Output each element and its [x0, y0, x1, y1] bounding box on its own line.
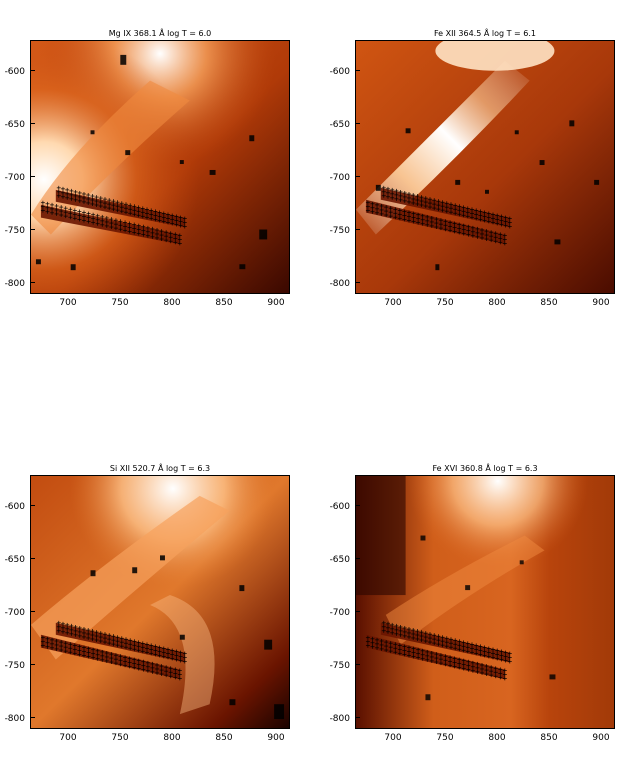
- y-tick-label: -600: [4, 67, 25, 77]
- x-tick-label: 700: [384, 733, 402, 743]
- map-svg: [31, 476, 289, 728]
- x-tick-label: 900: [267, 298, 285, 308]
- y-tick-label: -750: [329, 661, 350, 671]
- y-tick-label: -700: [329, 173, 350, 183]
- y-tick-label: -800: [4, 279, 25, 289]
- x-tick-label: 850: [215, 733, 233, 743]
- panel-title: Fe XVI 360.8 Å log T = 6.3: [432, 464, 538, 473]
- x-tick-label: 750: [436, 298, 454, 308]
- y-tick-label: -800: [329, 279, 350, 289]
- y-tick-label: -750: [4, 661, 25, 671]
- x-tick-label: 900: [267, 733, 285, 743]
- panel-si-xii: Si XII 520.7 Å log T = 6.3: [0, 464, 300, 765]
- x-tick-label: 800: [488, 298, 506, 308]
- y-tick-label: -800: [329, 714, 350, 724]
- panel-title: Si XII 520.7 Å log T = 6.3: [109, 464, 211, 473]
- x-tick-label: 900: [592, 298, 610, 308]
- y-tick-label: -700: [4, 173, 25, 183]
- y-tick-label: -700: [4, 608, 25, 618]
- panel-title: Mg IX 368.1 Å log T = 6.0: [108, 29, 212, 38]
- x-tick-label: 700: [59, 298, 77, 308]
- y-tick-label: -650: [329, 555, 350, 565]
- x-tick-label: 750: [111, 733, 129, 743]
- y-tick-label: -600: [329, 502, 350, 512]
- x-tick-label: 900: [592, 733, 610, 743]
- y-tick-label: -650: [4, 120, 25, 130]
- loop-markers: [365, 620, 512, 681]
- panel-fe-xvi: Fe XVI 360.8 Å log T = 6.3: [325, 464, 625, 765]
- y-tick-label: -650: [4, 555, 25, 565]
- loop-markers: [365, 185, 512, 246]
- loop-markers: [40, 185, 187, 246]
- panel-mg-ix: Mg IX 368.1 Å log T = 6.0: [0, 29, 300, 330]
- x-tick-label: 850: [215, 298, 233, 308]
- emission-map-image: [355, 475, 615, 729]
- x-tick-label: 800: [163, 733, 181, 743]
- map-svg: [356, 476, 614, 728]
- emission-map-image: [30, 40, 290, 294]
- y-tick-label: -700: [329, 608, 350, 618]
- x-tick-label: 850: [540, 733, 558, 743]
- x-tick-label: 800: [163, 298, 181, 308]
- y-tick-label: -600: [329, 67, 350, 77]
- y-tick-label: -800: [4, 714, 25, 724]
- panel-fe-xii: Fe XII 364.5 Å log T = 6.1: [325, 29, 625, 330]
- x-tick-label: 850: [540, 298, 558, 308]
- emission-map-image: [30, 475, 290, 729]
- emission-map-image: [355, 40, 615, 294]
- x-tick-label: 750: [436, 733, 454, 743]
- y-tick-label: -750: [4, 226, 25, 236]
- x-tick-label: 800: [488, 733, 506, 743]
- x-tick-label: 700: [384, 298, 402, 308]
- map-svg: [31, 41, 289, 293]
- map-svg: [356, 41, 614, 293]
- y-tick-label: -750: [329, 226, 350, 236]
- loop-markers: [40, 620, 187, 681]
- x-tick-label: 750: [111, 298, 129, 308]
- x-tick-label: 700: [59, 733, 77, 743]
- y-tick-label: -650: [329, 120, 350, 130]
- panel-title: Fe XII 364.5 Å log T = 6.1: [434, 29, 536, 38]
- y-tick-label: -600: [4, 502, 25, 512]
